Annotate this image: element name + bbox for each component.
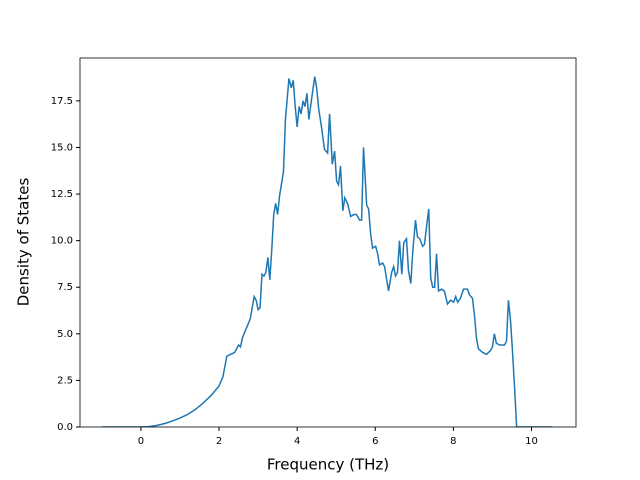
y-tick-label: 15.0 <box>51 142 73 153</box>
y-tick-label: 2.5 <box>57 375 73 386</box>
x-tick-label: 10 <box>525 436 538 447</box>
y-tick-label: 7.5 <box>57 282 73 293</box>
y-axis-label: Density of States <box>15 178 33 307</box>
y-tick-label: 10.0 <box>51 236 73 247</box>
x-tick-label: 4 <box>294 436 300 447</box>
y-tick-label: 5.0 <box>57 329 73 340</box>
y-tick-label: 17.5 <box>51 96 73 107</box>
y-tick-label: 0.0 <box>57 422 73 433</box>
plot-frame <box>79 57 577 428</box>
line <box>101 76 553 427</box>
x-tick-label: 0 <box>138 436 144 447</box>
x-axis-label: Frequency (THz) <box>267 456 389 474</box>
x-tick-label: 2 <box>216 436 222 447</box>
x-tick-label: 6 <box>372 436 378 447</box>
x-tick-label: 8 <box>450 436 456 447</box>
y-tick-label: 12.5 <box>51 189 73 200</box>
